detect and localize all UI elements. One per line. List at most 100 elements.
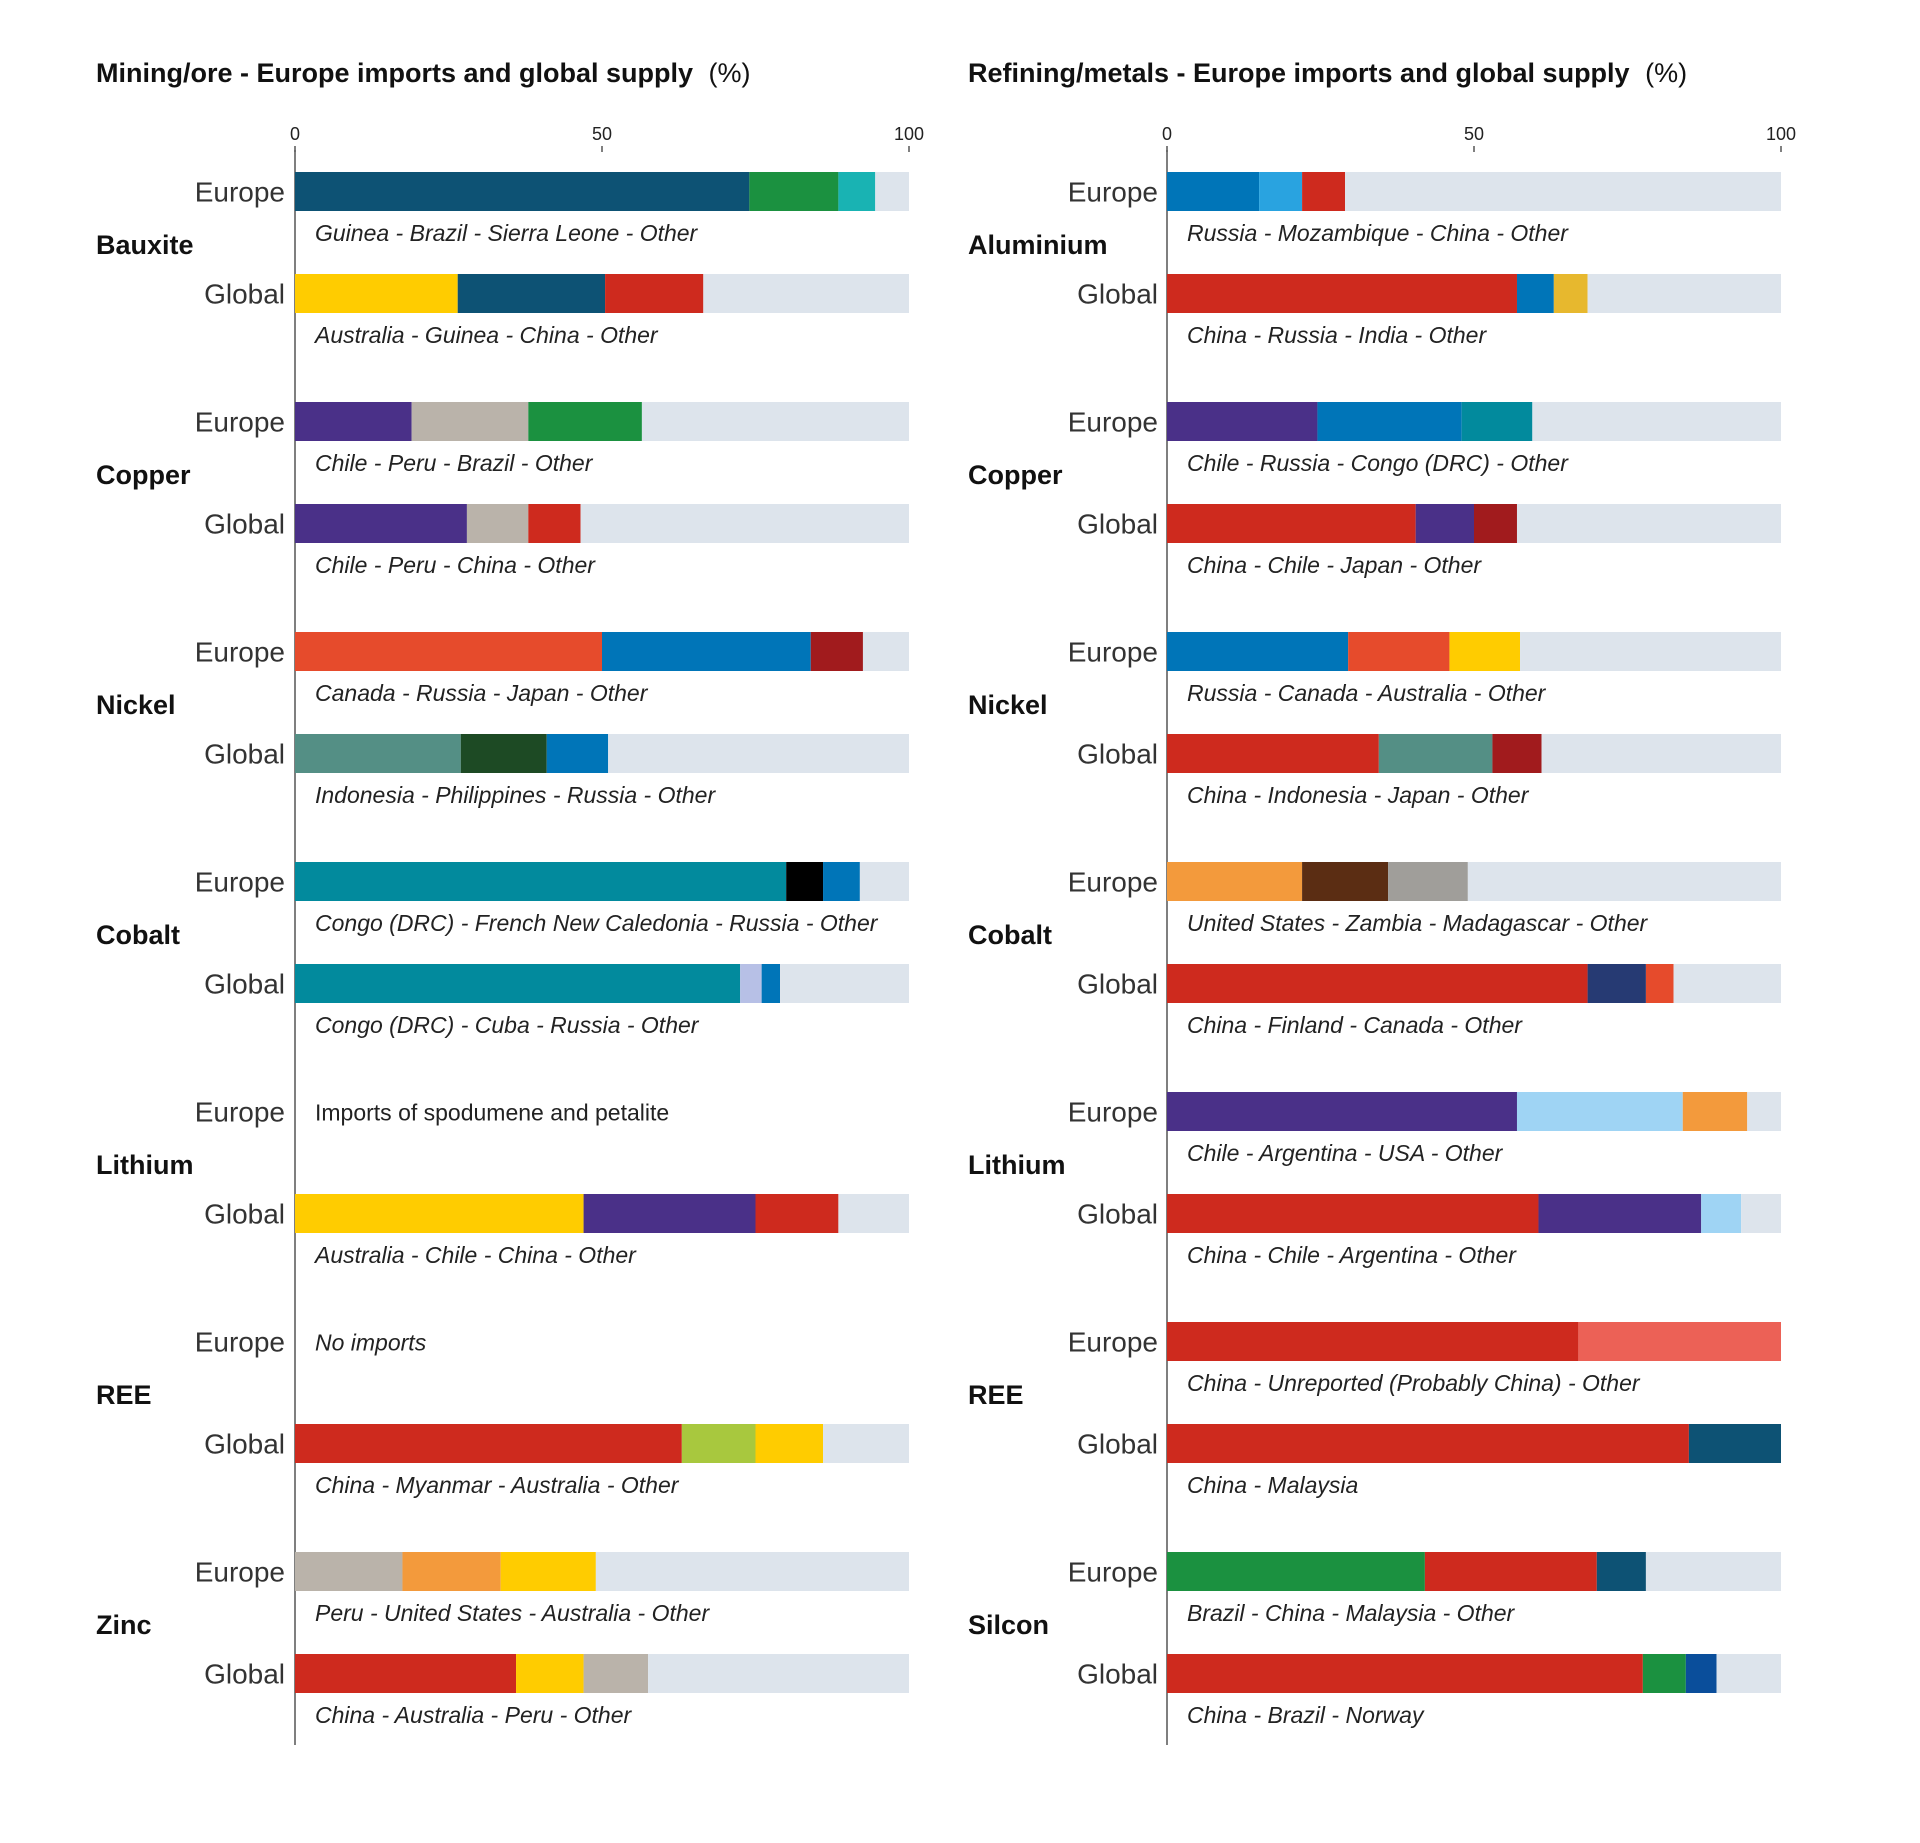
bar-segment xyxy=(862,632,909,671)
bar-segment xyxy=(580,504,909,543)
bar-segment xyxy=(1701,1194,1742,1233)
bar-segment xyxy=(1578,1322,1781,1361)
bar-caption: China - Russia - India - Other xyxy=(1187,322,1487,348)
bar-segment xyxy=(740,964,762,1003)
bar-row: Europe United States - Zambia - Madagasca… xyxy=(1068,862,1781,936)
bar-caption: Russia - Mozambique - China - Other xyxy=(1187,220,1569,246)
bar-row: Global China - Malaysia xyxy=(1077,1424,1781,1498)
mineral-label: Lithium xyxy=(96,1150,193,1180)
bar-segment xyxy=(761,964,781,1003)
bar-segment xyxy=(1348,632,1450,671)
row-label: Global xyxy=(1077,969,1158,1000)
bar-caption: China - Chile - Argentina - Other xyxy=(1187,1242,1517,1268)
bar-caption: United States - Zambia - Madagascar - Ot… xyxy=(1187,910,1649,936)
tick-label: 100 xyxy=(894,124,924,144)
bar-segment xyxy=(528,402,642,441)
bar-segment xyxy=(295,862,787,901)
bar-caption: China - Malaysia xyxy=(1187,1472,1358,1498)
bar-segment xyxy=(1538,1194,1702,1233)
row-label: Europe xyxy=(1068,867,1158,898)
bar-row: Europe Russia - Canada - Australia - Othe… xyxy=(1068,632,1781,706)
row-label: Global xyxy=(204,969,285,1000)
mineral-label: Silcon xyxy=(968,1610,1049,1640)
panel-title-unit: (%) xyxy=(709,58,751,88)
bar-segment xyxy=(1167,1194,1539,1233)
bar-segment xyxy=(1167,632,1349,671)
bar-segment xyxy=(1645,1552,1781,1591)
bar-segment xyxy=(528,504,581,543)
bar-caption: Chile - Argentina - USA - Other xyxy=(1187,1140,1504,1166)
bar-caption: Indonesia - Philippines - Russia - Other xyxy=(315,782,716,808)
mineral-label: REE xyxy=(968,1380,1024,1410)
bar-row: Global Indonesia - Philippines - Russia -… xyxy=(204,734,909,808)
mineral-label: Zinc xyxy=(96,1610,152,1640)
bar-segment xyxy=(755,1424,824,1463)
bar-segment xyxy=(1167,1322,1579,1361)
bar-segment xyxy=(1516,504,1781,543)
bar-segment xyxy=(1167,1552,1425,1591)
bar-row: Global China - Myanmar - Australia - Othe… xyxy=(204,1424,909,1498)
row-label: Europe xyxy=(1068,177,1158,208)
row-label: Europe xyxy=(1068,1557,1158,1588)
bar-segment xyxy=(1302,862,1389,901)
bar-segment xyxy=(1553,274,1588,313)
tick-label: 0 xyxy=(290,124,300,144)
row-label: Europe xyxy=(195,177,285,208)
bar-segment xyxy=(583,1194,756,1233)
tick-label: 0 xyxy=(1162,124,1172,144)
mineral-label: Bauxite xyxy=(96,230,194,260)
row-label: Global xyxy=(204,1429,285,1460)
mineral-group: Nickel Europe Canada - Russia - Japan - Ot… xyxy=(96,632,909,808)
bar-segment xyxy=(838,172,876,211)
bar-row: Europe Peru - United States - Australia -… xyxy=(195,1552,909,1626)
row-label: Europe xyxy=(195,867,285,898)
bar-segment xyxy=(1461,402,1533,441)
bar-segment xyxy=(875,172,909,211)
bar-caption: China - Unreported (Probably China) - Ot… xyxy=(1187,1370,1641,1396)
bar-segment xyxy=(546,734,609,773)
bar-segment xyxy=(1378,734,1493,773)
bar-segment xyxy=(1532,402,1781,441)
bar-caption: Australia - Chile - China - Other xyxy=(313,1242,637,1268)
mineral-group: Nickel Europe Russia - Canada - Australia … xyxy=(968,632,1781,808)
mineral-group: Aluminium Europe Russia - Mozambique - Chi… xyxy=(968,172,1781,348)
bar-segment xyxy=(295,632,602,671)
bar-segment xyxy=(1682,1092,1748,1131)
bar-caption: China - Indonesia - Japan - Other xyxy=(1187,782,1530,808)
bar-segment xyxy=(516,1654,584,1693)
row-label: Europe xyxy=(195,1327,285,1358)
panel-refining-metals: Refining/metals - Europe imports and glo… xyxy=(968,58,1796,1745)
bar-segment xyxy=(786,862,824,901)
bar-segment xyxy=(823,862,860,901)
bar-row: Global Australia - Chile - China - Other xyxy=(204,1194,909,1268)
bar-caption: Congo (DRC) - Cuba - Russia - Other xyxy=(315,1012,700,1038)
mineral-group: Cobalt Europe United States - Zambia - Mad… xyxy=(968,862,1781,1038)
mineral-label: Copper xyxy=(968,460,1063,490)
bar-segment xyxy=(1167,1092,1517,1131)
bar-segment xyxy=(681,1424,756,1463)
bar-segment xyxy=(411,402,529,441)
bar-caption: Brazil - China - Malaysia - Other xyxy=(1187,1600,1516,1626)
bar-segment xyxy=(1302,172,1346,211)
panel-title-main: Refining/metals - Europe imports and glo… xyxy=(968,58,1630,88)
bar-row: Europe No imports xyxy=(195,1327,427,1358)
mineral-group: REE Europe No imports Global China - Myanmar… xyxy=(96,1327,909,1498)
tick-label: 100 xyxy=(1766,124,1796,144)
row-label: Global xyxy=(1077,1199,1158,1230)
bar-row: Global China - Russia - India - Other xyxy=(1077,274,1781,348)
bar-segment xyxy=(295,172,750,211)
row-label: Europe xyxy=(1068,1097,1158,1128)
bar-segment xyxy=(466,504,529,543)
row-label: Global xyxy=(204,279,285,310)
bar-caption: Chile - Russia - Congo (DRC) - Other xyxy=(1187,450,1569,476)
row-label: Global xyxy=(204,509,285,540)
bar-segment xyxy=(295,1654,517,1693)
panel-title: Refining/metals - Europe imports and glo… xyxy=(968,58,1687,88)
bar-caption: Congo (DRC) - French New Caledonia - Rus… xyxy=(315,910,879,936)
bar-segment xyxy=(1596,1552,1646,1591)
mineral-group: REE Europe China - Unreported (Probably Ch… xyxy=(968,1322,1781,1498)
bar-caption: Guinea - Brazil - Sierra Leone - Other xyxy=(315,220,699,246)
mineral-group: Silcon Europe Brazil - China - Malaysia - … xyxy=(968,1552,1781,1728)
